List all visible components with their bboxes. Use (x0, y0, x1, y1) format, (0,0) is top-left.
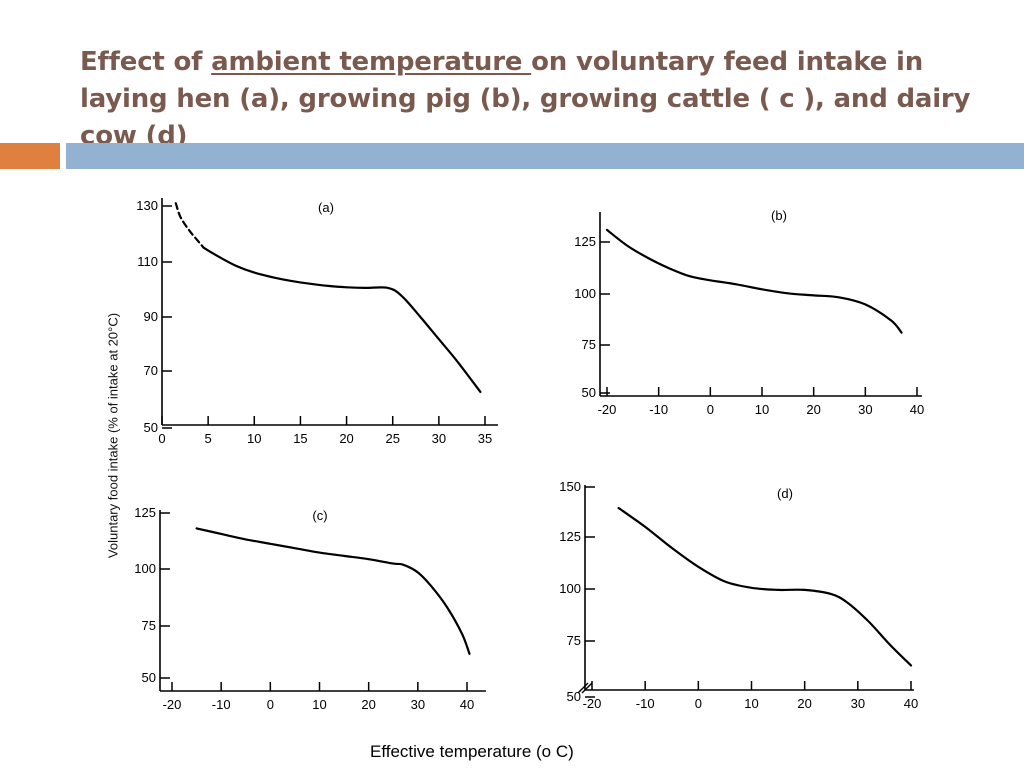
x-tick-label: 15 (293, 431, 307, 446)
x-tick-label: 10 (247, 431, 261, 446)
x-tick-label: 20 (797, 696, 811, 711)
x-tick-label: 0 (158, 431, 165, 446)
x-tick-label: 20 (339, 431, 353, 446)
x-tick-label: 30 (858, 402, 872, 417)
panel-label: (a) (318, 200, 334, 215)
panel-label: (b) (771, 208, 787, 223)
y-tick-label: 100 (559, 581, 581, 596)
x-tick-label: 35 (478, 431, 492, 446)
chart-panel-d: 50 75 100 125 150 -20 -10 0 10 20 30 40 (d) (559, 479, 918, 711)
y-tick-label: 75 (142, 618, 156, 633)
x-tick-label: 25 (385, 431, 399, 446)
x-tick-label: 40 (910, 402, 924, 417)
series-line-solid (195, 527, 471, 655)
x-tick-label: 40 (904, 696, 918, 711)
y-tick-label: 125 (559, 529, 581, 544)
x-tick-label: -20 (583, 696, 602, 711)
x-tick-label: 30 (432, 431, 446, 446)
chart-panel-c: 50 75 100 125 -20 -10 0 10 20 30 40 (c) (134, 505, 486, 712)
axis-break-mark (581, 682, 593, 694)
x-tick-label: 40 (460, 697, 474, 712)
x-tick-label: 10 (312, 697, 326, 712)
y-tick-label: 50 (142, 670, 156, 685)
panel-label: (d) (777, 486, 793, 501)
y-tick-label: 100 (134, 561, 156, 576)
y-tick-label: 90 (144, 309, 158, 324)
x-tick-label: 10 (755, 402, 769, 417)
series-line-solid (605, 228, 903, 334)
y-tick-label: 50 (144, 420, 158, 435)
x-tick-label: 0 (695, 696, 702, 711)
x-tick-label: -10 (649, 402, 668, 417)
y-tick-label: 125 (574, 234, 596, 249)
y-tick-label: 50 (567, 689, 581, 704)
x-tick-label: 20 (361, 697, 375, 712)
series-line-solid (617, 506, 913, 667)
title-text-before: Effect of (80, 47, 212, 77)
x-tick-label: 20 (806, 402, 820, 417)
series-line-dashed (174, 202, 205, 249)
x-tick-label: 10 (744, 696, 758, 711)
x-tick-label: -20 (163, 697, 182, 712)
accent-bar-blue (66, 143, 1024, 169)
y-tick-label: 70 (144, 363, 158, 378)
x-tick-label: 0 (267, 697, 274, 712)
y-tick-label: 125 (134, 505, 156, 520)
x-axis-caption: Effective temperature (o C) (370, 742, 574, 761)
x-tick-label: 0 (707, 402, 714, 417)
x-tick-label: 30 (851, 696, 865, 711)
series-line-solid (202, 246, 482, 393)
y-tick-label: 110 (137, 254, 158, 269)
title-text-underlined: ambient temperature (211, 47, 532, 77)
x-tick-label: -10 (212, 697, 231, 712)
y-tick-label: 75 (567, 633, 581, 648)
axis-break-mark (577, 682, 589, 694)
chart-panel-b: 50 75 100 125 -20 -10 0 10 20 30 40 (b) (574, 208, 924, 417)
x-tick-label: -20 (598, 402, 617, 417)
x-tick-label: 30 (411, 697, 425, 712)
y-tick-label: 75 (582, 337, 596, 352)
panel-label: (c) (312, 508, 327, 523)
y-tick-label: 130 (136, 198, 158, 213)
x-tick-label: 5 (205, 431, 212, 446)
y-tick-label: 150 (559, 479, 581, 494)
y-tick-label: 100 (574, 286, 596, 301)
accent-bar-orange (0, 143, 60, 169)
chart-panel-a: 50 70 90 110 130 0 5 10 15 20 25 30 35 (a) (136, 198, 498, 446)
x-tick-label: -10 (636, 696, 655, 711)
y-tick-label: 50 (582, 385, 596, 400)
